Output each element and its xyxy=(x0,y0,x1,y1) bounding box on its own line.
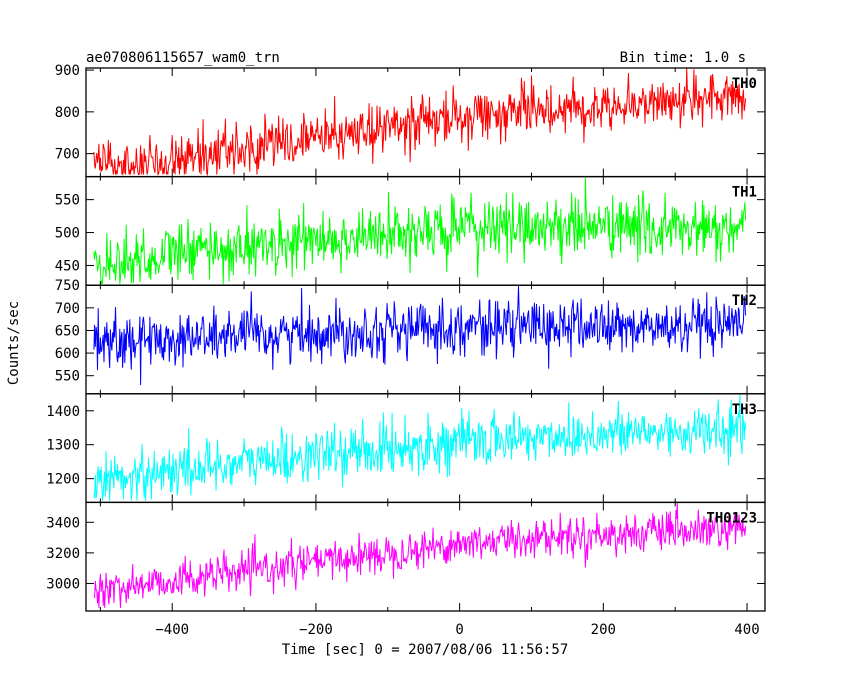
panel-th2: 550 600 650 700 750 TH2 xyxy=(55,278,766,395)
y-tick-label: 1400 xyxy=(46,404,80,420)
series-line-th1 xyxy=(93,176,747,285)
series-line-th3 xyxy=(93,393,747,501)
panel-th0123: 3000 3200 3400 TH0123 xyxy=(46,501,766,612)
panel-th0: 700 800 900 TH0 xyxy=(55,63,766,178)
series-line-th0 xyxy=(93,68,747,177)
x-tick-label: −200 xyxy=(299,622,333,638)
y-tick-label: 600 xyxy=(55,346,80,362)
y-tick-label: 750 xyxy=(55,278,80,294)
x-tick-label: −400 xyxy=(155,622,189,638)
y-tick-label: 1300 xyxy=(46,438,80,454)
y-tick-label: 1200 xyxy=(46,472,80,488)
y-tick-label: 500 xyxy=(55,226,80,242)
x-tick-label: 200 xyxy=(591,622,616,638)
panel-frame xyxy=(85,501,766,612)
panel-label-th1: TH1 xyxy=(732,185,757,201)
x-tick-label: 400 xyxy=(734,622,759,638)
y-tick-label: 450 xyxy=(55,258,80,274)
panel-label-th3: TH3 xyxy=(732,402,757,418)
y-tick-label: 700 xyxy=(55,301,80,317)
y-tick-label: 3200 xyxy=(46,546,80,562)
y-axis-label: Counts/sec xyxy=(6,301,22,385)
y-tick-label: 700 xyxy=(55,147,80,163)
y-tick-label: 550 xyxy=(55,193,80,209)
y-tick-label: 650 xyxy=(55,323,80,339)
x-tick-label: 0 xyxy=(455,622,463,638)
y-tick-label: 3000 xyxy=(46,576,80,592)
y-tick-label: 900 xyxy=(55,63,80,79)
series-line-th2 xyxy=(93,285,747,386)
bin-time-label: Bin time: 1.0 s xyxy=(620,50,746,66)
chart-title: ae070806115657_wam0_trn xyxy=(86,50,280,66)
y-tick-label: 550 xyxy=(55,369,80,385)
panel-label-th2: TH2 xyxy=(732,293,757,309)
panel-label-th0: TH0 xyxy=(732,76,757,92)
y-tick-label: 800 xyxy=(55,105,80,121)
x-axis-label: Time [sec] 0 = 2007/08/06 11:56:57 xyxy=(282,642,569,658)
y-tick-label: 3400 xyxy=(46,515,80,531)
series-line-th0123 xyxy=(93,502,747,608)
panel-th3: 1200 1300 1400 TH3 xyxy=(46,393,766,504)
panel-th1: 450 500 550 TH1 xyxy=(55,175,766,286)
panel-label-th0123: TH0123 xyxy=(706,510,757,526)
